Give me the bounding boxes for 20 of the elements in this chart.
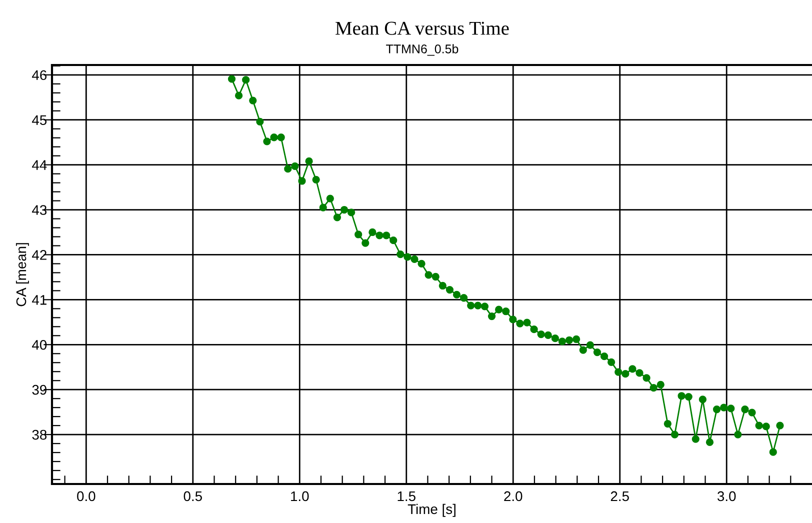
x-tick-label: 2.5 — [610, 491, 629, 502]
y-tick-label: 41 — [32, 295, 46, 305]
y-tick-label: 43 — [32, 205, 47, 215]
x-tick-label: 1.5 — [398, 491, 416, 502]
chart-subtitle: TTMN6_0.5b — [386, 44, 458, 56]
y-tick-label: 38 — [32, 430, 47, 440]
x-tick-label: 3.0 — [717, 491, 736, 502]
x-tick-label: 1.0 — [291, 491, 309, 502]
x-tick-label: 2.0 — [504, 491, 522, 502]
y-axis-title: CA [mean] — [16, 243, 29, 306]
y-tick-label: 42 — [32, 250, 46, 260]
y-tick-label: 40 — [32, 340, 47, 350]
x-tick-label: 0.5 — [184, 491, 202, 502]
x-axis-title: Time [s] — [408, 504, 456, 517]
x-tick-label: 0.0 — [77, 491, 96, 502]
y-tick-label: 46 — [32, 70, 47, 80]
chart-title: Mean CA versus Time — [336, 22, 509, 35]
y-tick-label: 45 — [32, 115, 47, 126]
y-tick-label: 44 — [32, 160, 47, 170]
y-tick-label: 39 — [32, 384, 46, 395]
